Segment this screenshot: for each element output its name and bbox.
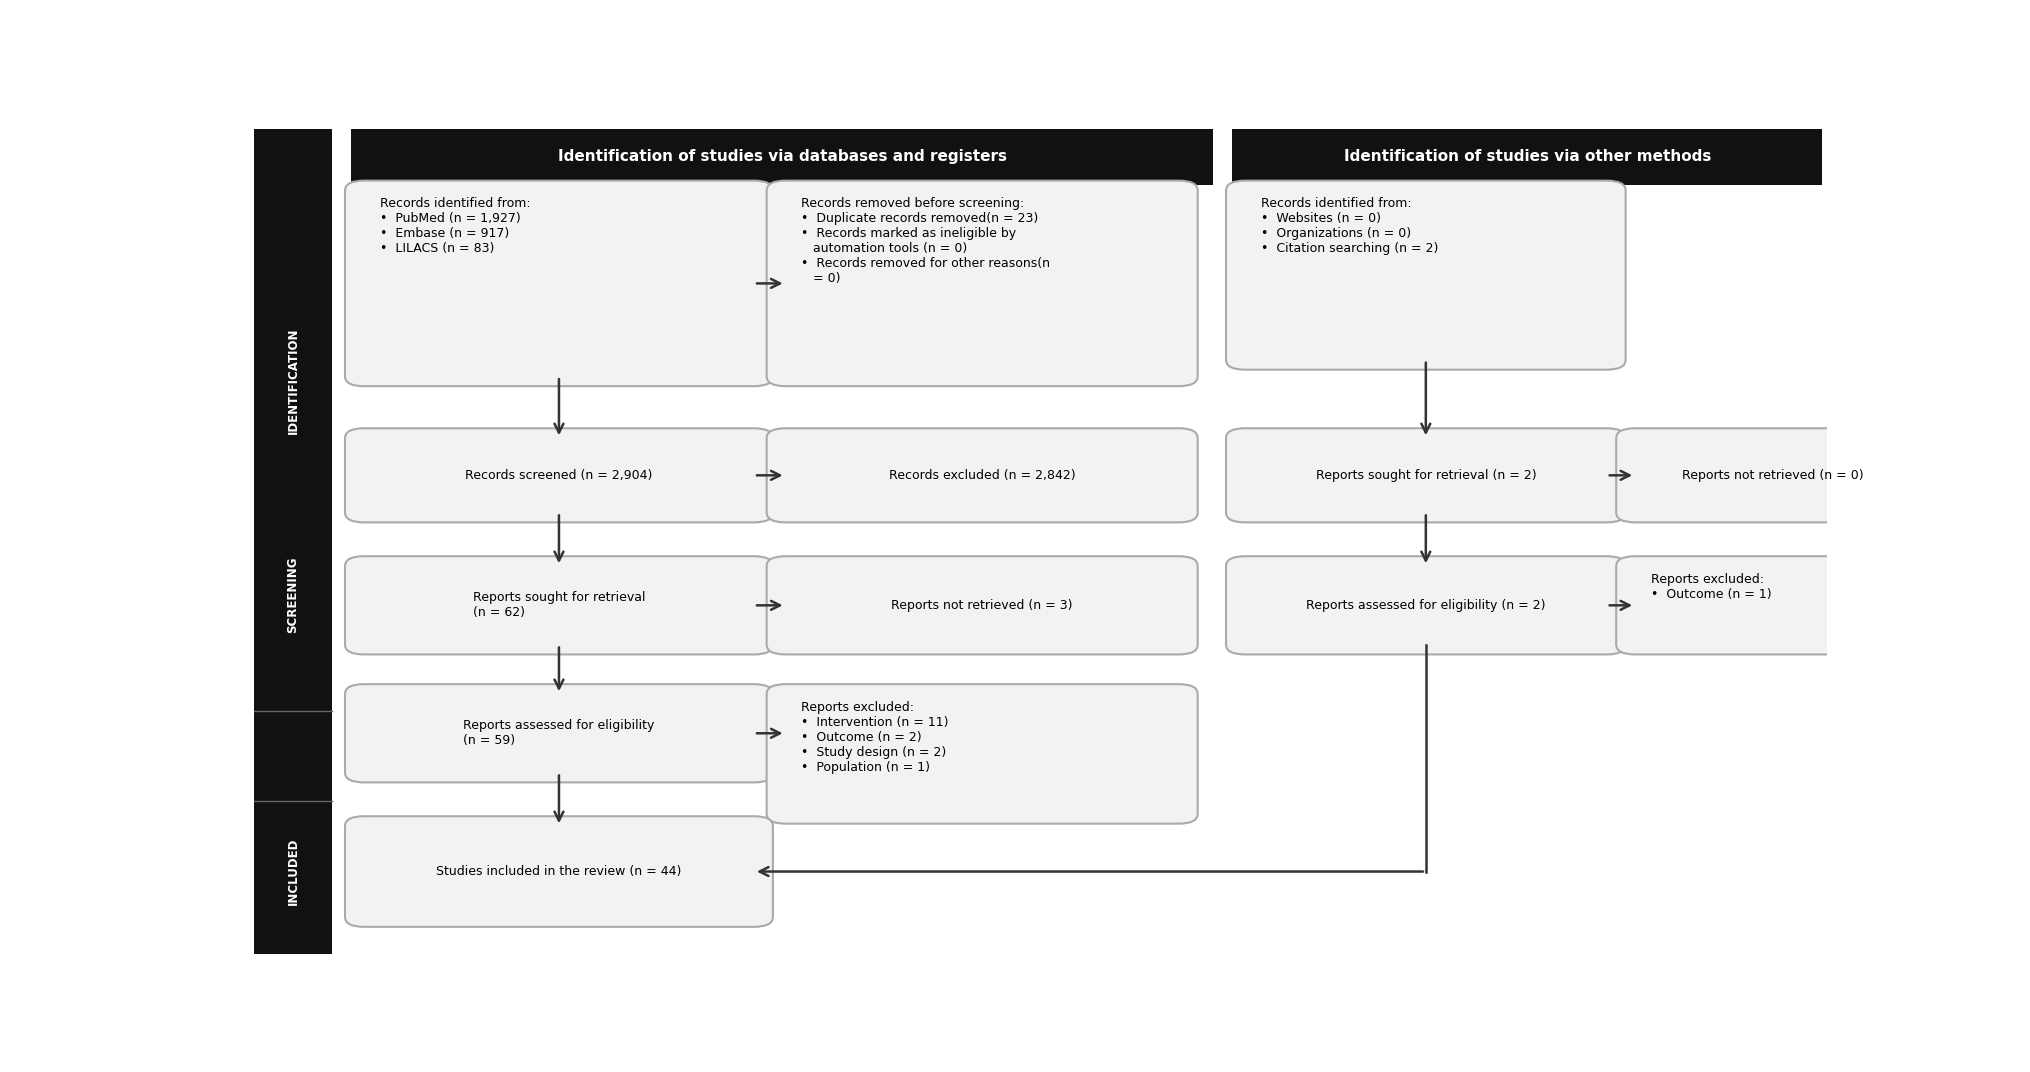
FancyBboxPatch shape xyxy=(345,429,773,522)
FancyBboxPatch shape xyxy=(1226,556,1626,654)
Text: Reports assessed for eligibility (n = 2): Reports assessed for eligibility (n = 2) xyxy=(1305,599,1545,612)
Text: Identification of studies via databases and registers: Identification of studies via databases … xyxy=(558,149,1007,164)
Text: Records identified from:
•  PubMed (n = 1,927)
•  Embase (n = 917)
•  LILACS (n : Records identified from: • PubMed (n = 1… xyxy=(380,197,530,255)
Text: Reports not retrieved (n = 0): Reports not retrieved (n = 0) xyxy=(1683,468,1864,481)
Text: Reports sought for retrieval (n = 2): Reports sought for retrieval (n = 2) xyxy=(1315,468,1537,481)
Text: Reports not retrieved (n = 3): Reports not retrieved (n = 3) xyxy=(891,599,1074,612)
Text: Reports sought for retrieval
(n = 62): Reports sought for retrieval (n = 62) xyxy=(473,592,646,620)
Text: Records removed before screening:
•  Duplicate records removed(n = 23)
•  Record: Records removed before screening: • Dupl… xyxy=(802,197,1050,285)
FancyBboxPatch shape xyxy=(345,816,773,927)
Bar xyxy=(1232,129,1823,184)
FancyBboxPatch shape xyxy=(767,429,1198,522)
Text: IDENTIFICATION: IDENTIFICATION xyxy=(286,327,300,434)
FancyBboxPatch shape xyxy=(1616,429,1928,522)
FancyBboxPatch shape xyxy=(1226,181,1626,370)
FancyBboxPatch shape xyxy=(345,556,773,654)
Text: Reports excluded:
•  Outcome (n = 1): Reports excluded: • Outcome (n = 1) xyxy=(1650,572,1772,600)
Text: Records identified from:
•  Websites (n = 0)
•  Organizations (n = 0)
•  Citatio: Records identified from: • Websites (n =… xyxy=(1261,197,1437,255)
FancyBboxPatch shape xyxy=(767,556,1198,654)
FancyBboxPatch shape xyxy=(345,181,773,386)
FancyBboxPatch shape xyxy=(767,181,1198,386)
Text: Records excluded (n = 2,842): Records excluded (n = 2,842) xyxy=(889,468,1076,481)
Text: Reports assessed for eligibility
(n = 59): Reports assessed for eligibility (n = 59… xyxy=(463,719,654,747)
Text: Records screened (n = 2,904): Records screened (n = 2,904) xyxy=(465,468,654,481)
Text: SCREENING: SCREENING xyxy=(286,556,300,634)
Text: INCLUDED: INCLUDED xyxy=(286,838,300,905)
FancyBboxPatch shape xyxy=(767,684,1198,823)
Bar xyxy=(351,129,1214,184)
FancyBboxPatch shape xyxy=(1226,429,1626,522)
Text: Studies included in the review (n = 44): Studies included in the review (n = 44) xyxy=(436,865,682,878)
Text: Reports excluded:
•  Intervention (n = 11)
•  Outcome (n = 2)
•  Study design (n: Reports excluded: • Intervention (n = 11… xyxy=(802,701,948,774)
Text: Identification of studies via other methods: Identification of studies via other meth… xyxy=(1344,149,1711,164)
FancyBboxPatch shape xyxy=(1616,556,1928,654)
Bar xyxy=(254,129,333,954)
FancyBboxPatch shape xyxy=(345,684,773,783)
